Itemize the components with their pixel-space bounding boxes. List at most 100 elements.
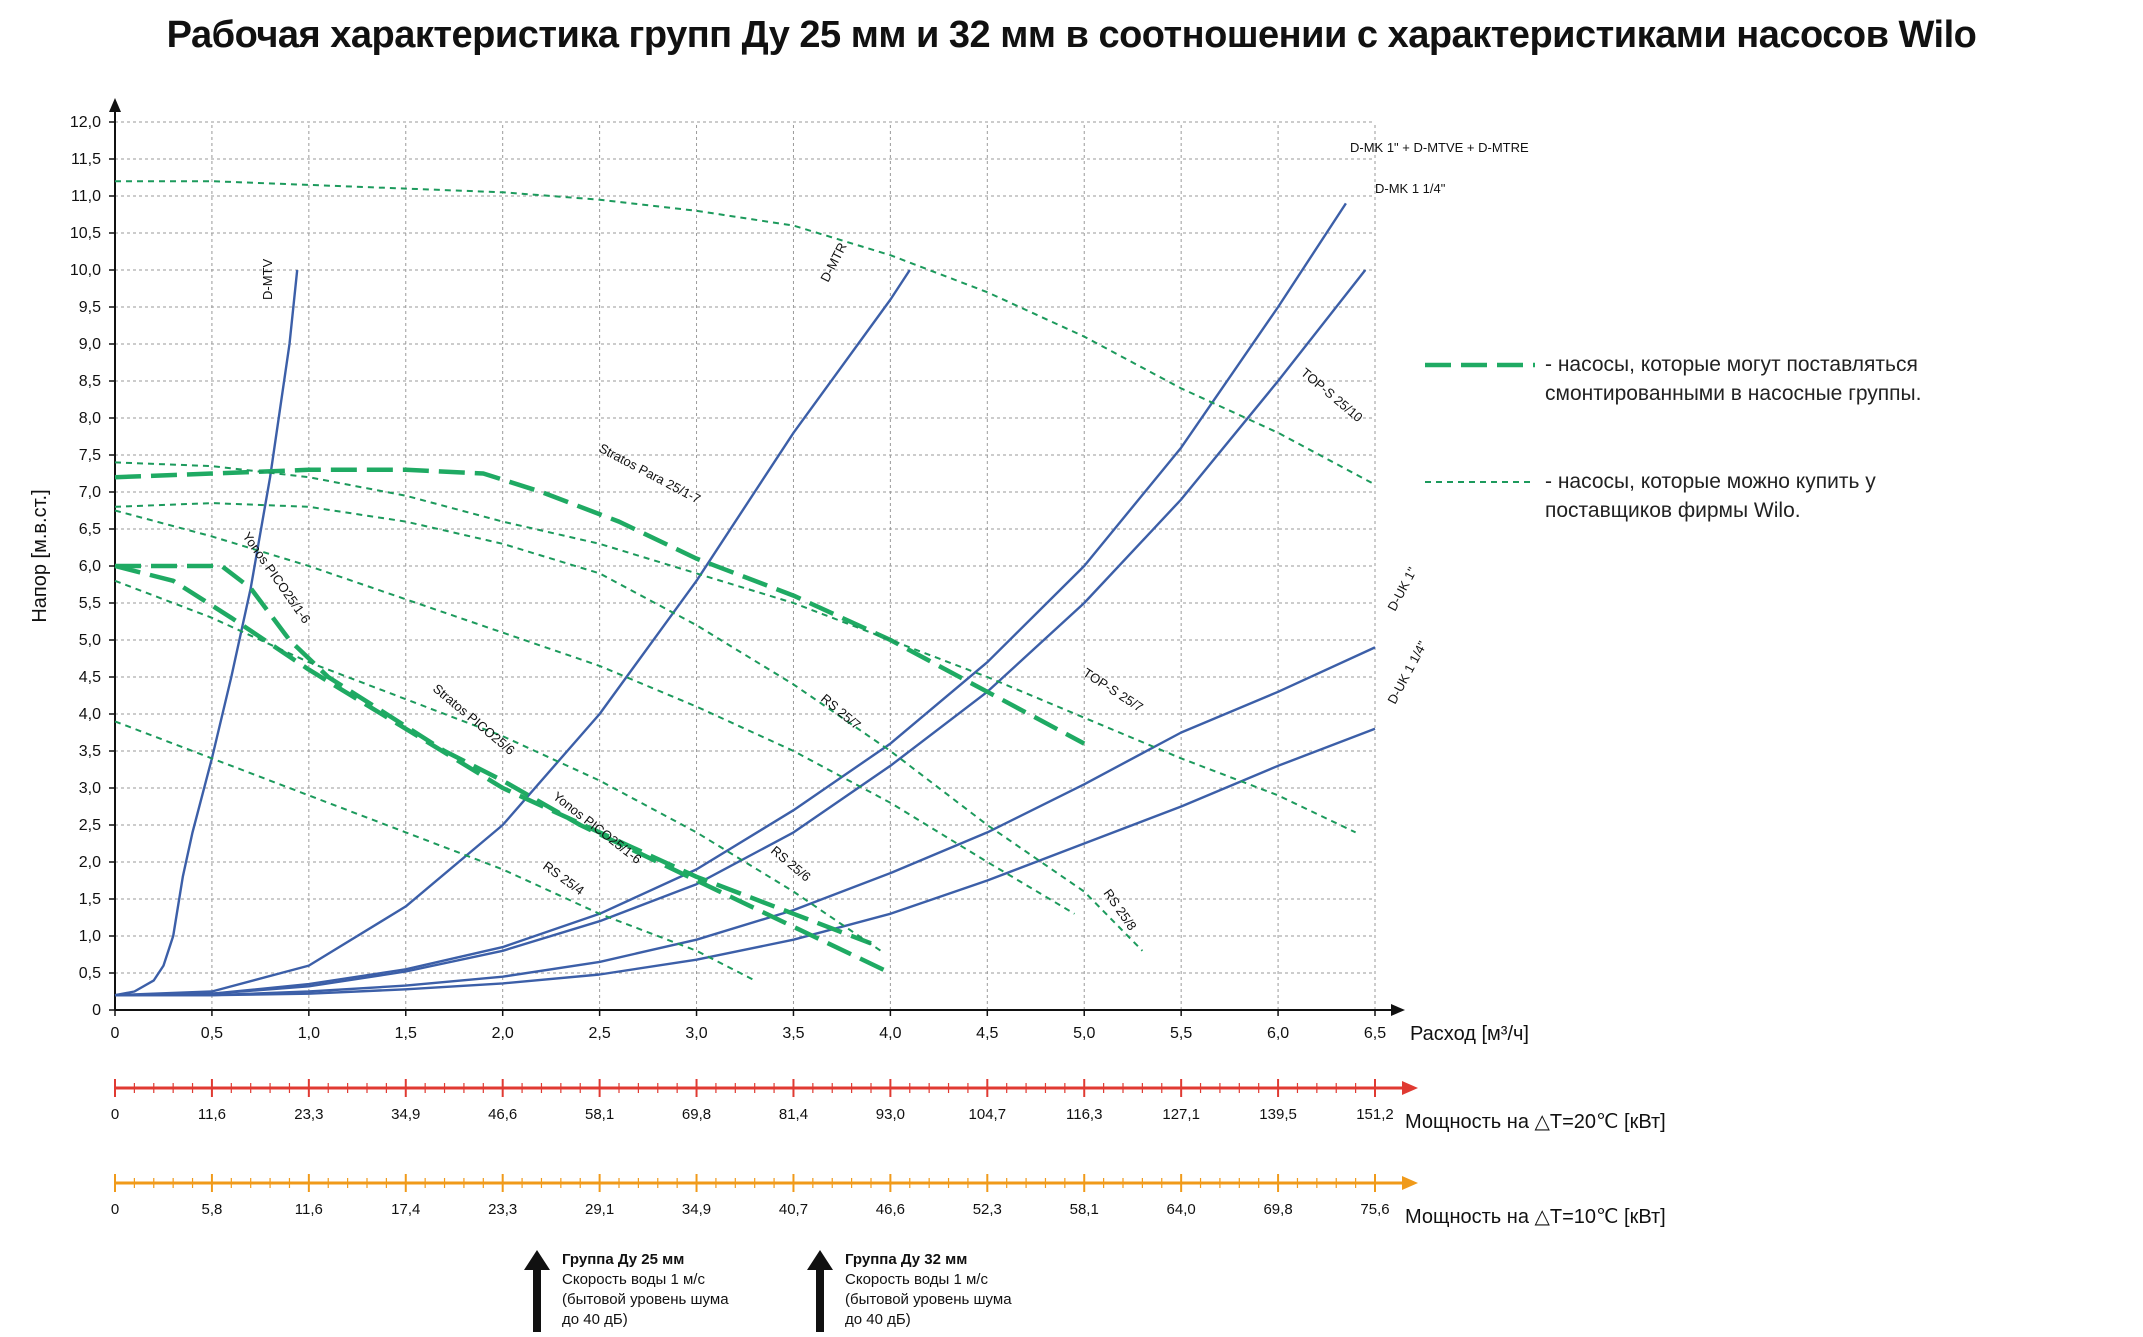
power-axis-20-label: Мощность на △T=20℃ [кВт] xyxy=(1405,1111,1666,1133)
power-axis-10-arrow xyxy=(1402,1176,1418,1190)
legend-mountable-text: - насосы, которые могут поставляться смо… xyxy=(1545,353,1922,405)
power-axis-20-tick-label: 116,3 xyxy=(1066,1106,1102,1123)
y-tick-label: 7,5 xyxy=(79,447,101,464)
y-axis-arrow xyxy=(109,98,121,112)
curve-label: RS 25/6 xyxy=(768,843,814,885)
y-tick-label: 11,5 xyxy=(71,151,101,168)
note-group-32-line1: Скорость воды 1 м/с xyxy=(845,1271,988,1288)
note-group-32-line2: (бытовой уровень шума xyxy=(845,1291,1012,1308)
arrow-up-icon xyxy=(807,1250,833,1332)
y-tick-label: 2,0 xyxy=(79,854,101,871)
series-RS 25/8 xyxy=(114,502,1144,952)
power-axis-10-tick-label: 58,1 xyxy=(1070,1201,1099,1218)
x-tick-label: 3,0 xyxy=(685,1025,707,1042)
y-tick-label: 3,5 xyxy=(79,743,101,760)
power-axis-10-tick-label: 64,0 xyxy=(1167,1201,1196,1218)
y-tick-label: 8,0 xyxy=(79,410,101,427)
power-axis-20-tick-label: 93,0 xyxy=(876,1106,905,1123)
y-tick-label: 10,0 xyxy=(70,262,101,279)
series-D-MTR xyxy=(114,269,911,997)
curve-label: D-MTV xyxy=(260,259,275,300)
power-axis-10-tick-label: 52,3 xyxy=(973,1201,1002,1218)
power-axis-10-tick-label: 5,8 xyxy=(201,1201,222,1218)
x-tick-label: 6,0 xyxy=(1267,1025,1289,1042)
y-tick-label: 6,0 xyxy=(79,558,101,575)
power-axis-20-tick-label: 81,4 xyxy=(779,1106,808,1123)
note-group-25-line1: Скорость воды 1 м/с xyxy=(562,1271,705,1288)
chart-title: Рабочая характеристика групп Ду 25 мм и … xyxy=(166,14,1977,56)
note-group-25: Группа Ду 25 мм Скорость воды 1 м/с (быт… xyxy=(524,1250,782,1332)
power-axis-20-tick-label: 151,2 xyxy=(1356,1106,1394,1123)
curve-label: Yonos PICO25/1-6 xyxy=(550,789,644,867)
power-axis-10-tick-label: 34,9 xyxy=(682,1201,711,1218)
series-D-UK 1 1/4" xyxy=(115,727,1376,997)
y-tick-label: 10,5 xyxy=(70,225,101,242)
curve-label: D-UK 1 1/4" xyxy=(1384,638,1430,706)
x-tick-label: 5,0 xyxy=(1073,1025,1095,1042)
x-tick-label: 3,5 xyxy=(782,1025,804,1042)
power-axis-10-label: Мощность на △T=10℃ [кВт] xyxy=(1405,1206,1666,1228)
x-tick-label: 0 xyxy=(111,1025,120,1042)
power-axis-20-tick-label: 127,1 xyxy=(1162,1106,1200,1123)
note-group-25-title: Группа Ду 25 мм xyxy=(562,1251,685,1268)
curve-label: D-MTR xyxy=(817,240,849,284)
note-group-32: Группа Ду 32 мм Скорость воды 1 м/с (быт… xyxy=(807,1250,1065,1332)
y-tick-label: 1,0 xyxy=(79,928,101,945)
y-axis-label: Напор [м.в.ст.] xyxy=(29,489,51,622)
note-group-25-line3: до 40 дБ) xyxy=(562,1311,628,1328)
legend-mountable: - насосы, которые могут поставляться смо… xyxy=(1545,350,1985,408)
power-axis-10-tick-label: 69,8 xyxy=(1263,1201,1292,1218)
note-group-32-title: Группа Ду 32 мм xyxy=(845,1251,968,1268)
series-RS 25/7 xyxy=(114,509,1076,915)
power-axis-20-tick-label: 58,1 xyxy=(585,1106,614,1123)
power-axis-10-tick-label: 46,6 xyxy=(876,1201,905,1218)
power-axis-10-tick-label: 17,4 xyxy=(391,1201,420,1218)
y-tick-label: 4,5 xyxy=(79,669,101,686)
curve-label: Yonos PICO25/1-6 xyxy=(240,529,314,626)
curve-label: Stratos PICO25/6 xyxy=(430,681,518,758)
y-tick-label: 9,5 xyxy=(79,299,101,316)
power-axis-10-tick-label: 29,1 xyxy=(585,1201,614,1218)
y-tick-label: 11,0 xyxy=(71,188,101,205)
x-axis-label: Расход [м³/ч] xyxy=(1410,1023,1529,1045)
y-tick-label: 3,0 xyxy=(79,780,101,797)
curve-label: Stratos Para 25/1-7 xyxy=(597,440,704,506)
curve-label: D-MK 1 1/4" xyxy=(1375,181,1446,196)
x-tick-label: 6,5 xyxy=(1364,1025,1386,1042)
y-tick-label: 5,5 xyxy=(79,595,101,612)
power-axis-20-tick-label: 46,6 xyxy=(488,1106,517,1123)
series-Stratos PICO25/6 xyxy=(114,563,872,946)
power-axis-10-tick-label: 40,7 xyxy=(779,1201,808,1218)
x-tick-label: 2,0 xyxy=(492,1025,514,1042)
y-tick-label: 8,5 xyxy=(79,373,101,390)
curve-label: TOP-S 25/10 xyxy=(1298,365,1366,425)
x-tick-label: 4,5 xyxy=(976,1025,998,1042)
power-axis-20-arrow xyxy=(1402,1081,1418,1095)
x-tick-label: 5,5 xyxy=(1170,1025,1192,1042)
x-tick-label: 4,0 xyxy=(879,1025,901,1042)
series-Stratos Para 25/1-7 xyxy=(114,467,1086,746)
power-axis-20-tick-label: 69,8 xyxy=(682,1106,711,1123)
series-TOP-S 25/7 xyxy=(114,461,1357,834)
series-RS 25/4 xyxy=(114,720,756,982)
power-axis-20-tick-label: 23,3 xyxy=(294,1106,323,1123)
power-axis-10-tick-label: 23,3 xyxy=(488,1201,517,1218)
x-tick-label: 1,0 xyxy=(298,1025,320,1042)
power-axis-20-tick-label: 0 xyxy=(111,1106,119,1123)
y-tick-label: 0 xyxy=(92,1002,101,1019)
legend-other: - насосы, которые можно купить у поставщ… xyxy=(1545,467,1985,525)
curve-label: D-UK 1" xyxy=(1384,564,1420,613)
power-axis-10-tick-label: 0 xyxy=(111,1201,119,1218)
power-axis-20-tick-label: 11,6 xyxy=(198,1106,226,1123)
y-tick-label: 1,5 xyxy=(79,891,101,908)
y-tick-label: 2,5 xyxy=(79,817,101,834)
note-group-25-line2: (бытовой уровень шума xyxy=(562,1291,729,1308)
y-tick-label: 7,0 xyxy=(79,484,101,501)
power-axis-10-tick-label: 11,6 xyxy=(295,1201,323,1218)
x-tick-label: 0,5 xyxy=(201,1025,223,1042)
power-axis-20-tick-label: 34,9 xyxy=(391,1106,420,1123)
curve-label: RS 25/7 xyxy=(818,691,864,733)
y-tick-label: 12,0 xyxy=(70,114,101,131)
legend-other-text: - насосы, которые можно купить у поставщ… xyxy=(1545,470,1876,522)
